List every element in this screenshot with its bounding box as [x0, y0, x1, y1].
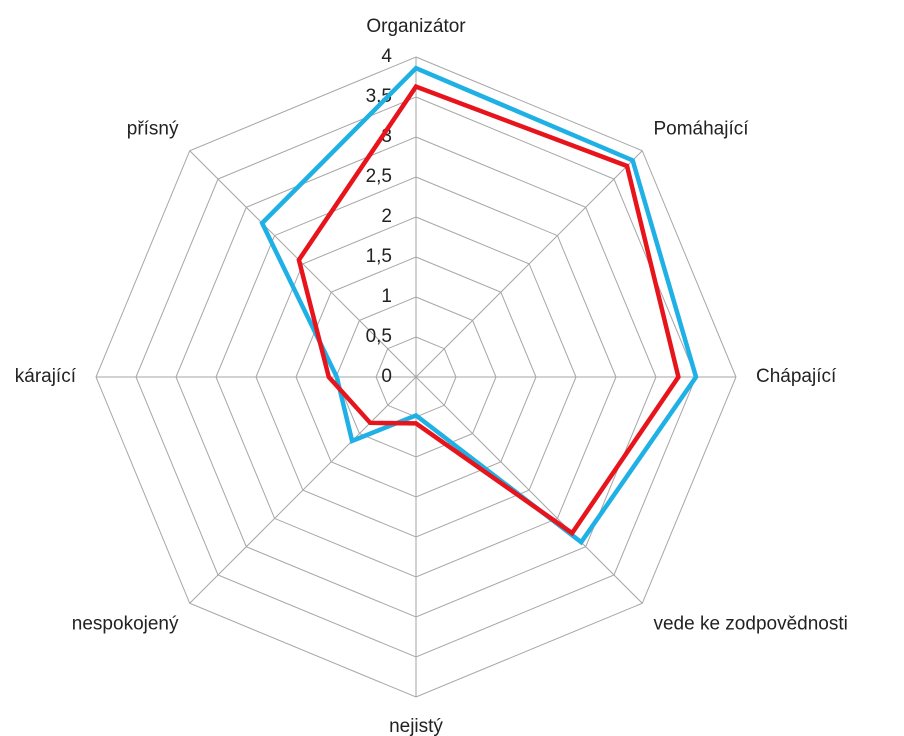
series-line: [296, 83, 681, 537]
category-label: Pomáhající: [653, 119, 749, 140]
tick-label: 3: [381, 126, 392, 147]
tick-label: 2: [381, 206, 392, 227]
tick-label: 2,5: [366, 166, 392, 187]
spoke: [189, 376, 417, 604]
tick-label: 1: [381, 286, 392, 307]
category-label: nespokojený: [72, 614, 179, 635]
category-label: Organizátor: [366, 16, 466, 37]
series-line: [259, 65, 699, 546]
spoke: [415, 150, 643, 378]
category-label: Chápající: [756, 366, 837, 387]
category-label: nejistý: [389, 716, 443, 736]
tick-label: 4: [381, 46, 392, 67]
spoke: [415, 376, 643, 604]
tick-label: 1,5: [366, 246, 392, 267]
category-label: vede ke zodpovědnosti: [653, 614, 847, 635]
category-label: kárající: [15, 366, 77, 387]
tick-label: 0,5: [366, 326, 392, 347]
category-label: přísný: [127, 119, 179, 140]
spoke: [189, 150, 417, 378]
tick-label: 0: [381, 366, 392, 387]
